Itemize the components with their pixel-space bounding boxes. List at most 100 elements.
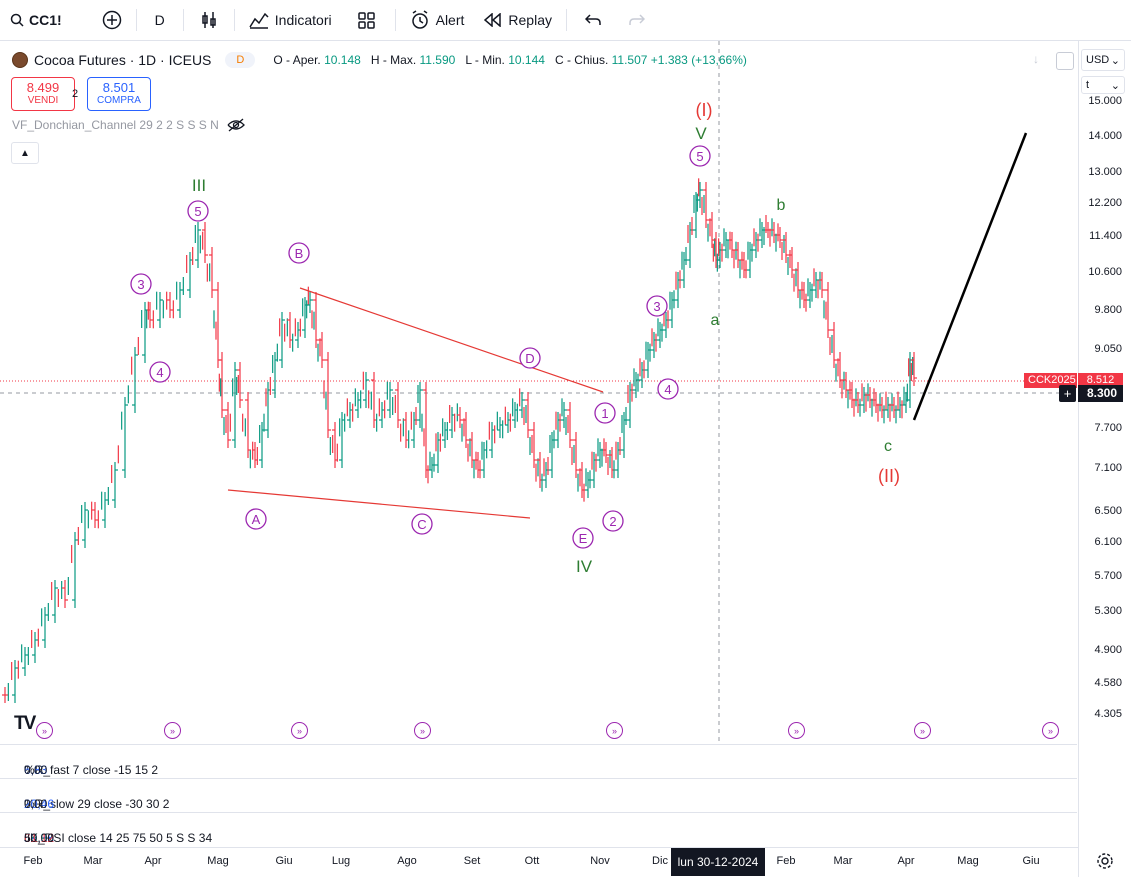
price-tick: 9.050 bbox=[1094, 343, 1122, 355]
month-label: Dic bbox=[652, 855, 668, 867]
wave-label-circle bbox=[519, 347, 541, 369]
wave-label: V bbox=[695, 124, 707, 143]
undo-button[interactable] bbox=[571, 0, 615, 40]
symbol-label: CC1! bbox=[29, 12, 62, 28]
alert-button[interactable]: Alert bbox=[400, 0, 475, 40]
eye-off-icon[interactable] bbox=[227, 118, 245, 132]
trendline bbox=[299, 287, 604, 393]
price-tick: 10.600 bbox=[1088, 266, 1122, 278]
month-label: Mag bbox=[207, 855, 229, 867]
price-axis[interactable]: 15.000 14.000 13.000 12.200 11.400 10.600 9.80… bbox=[1078, 41, 1131, 877]
market-status-badge[interactable]: D bbox=[225, 52, 256, 68]
pane-value: 0,00 bbox=[24, 763, 48, 777]
price-tick: 4.900 bbox=[1094, 644, 1122, 656]
pane-value: 61,12 bbox=[24, 831, 55, 845]
wave-label: 3 bbox=[653, 299, 660, 314]
alert-label: Alert bbox=[435, 12, 465, 28]
price-tick: 7.100 bbox=[1094, 462, 1122, 474]
price-tick: 11.400 bbox=[1089, 230, 1122, 242]
wave-label-circle bbox=[187, 200, 209, 222]
wave-label: A bbox=[252, 512, 261, 527]
trendline bbox=[227, 489, 531, 519]
pane-value: 66,92 bbox=[24, 831, 55, 845]
wave-label-circle bbox=[149, 361, 171, 383]
plus-icon: + bbox=[1063, 386, 1072, 401]
month-label: Mar bbox=[83, 855, 103, 867]
event-marker-icon[interactable]: » bbox=[606, 722, 623, 739]
event-marker-icon[interactable]: » bbox=[36, 722, 53, 739]
redo-button[interactable] bbox=[615, 0, 659, 40]
pane-value: 6,83 bbox=[24, 763, 48, 777]
event-marker-icon[interactable]: » bbox=[291, 722, 308, 739]
alarm-clock-icon bbox=[411, 10, 428, 29]
scroll-down-icon[interactable]: ↓ bbox=[1033, 52, 1039, 66]
grid-icon bbox=[357, 11, 375, 29]
collapse-legend-button[interactable]: ▲ bbox=[11, 142, 39, 164]
month-label: Set bbox=[463, 855, 481, 867]
pane-value: 59,38 bbox=[24, 831, 55, 845]
undo-icon bbox=[585, 14, 601, 25]
wave-label: B bbox=[295, 246, 304, 261]
price-tick: 6.500 bbox=[1094, 505, 1122, 517]
wave-label-circle bbox=[572, 527, 594, 549]
wave-label-circle bbox=[130, 273, 152, 295]
price-tick: 4.305 bbox=[1094, 708, 1122, 720]
candles-icon bbox=[202, 12, 216, 28]
symbol-search[interactable]: CC1! bbox=[0, 0, 72, 40]
interval-label: D bbox=[154, 12, 165, 28]
wave-label: E bbox=[579, 531, 588, 546]
plus-circle-icon bbox=[102, 10, 121, 30]
indicators-button[interactable]: Indicatori bbox=[239, 0, 342, 40]
pane-title: %R_fast 7 close -15 15 2 bbox=[24, 763, 159, 777]
pane-r-fast[interactable]: %R_fast 7 close -15 15 2 6,83 0,00 bbox=[0, 744, 1077, 779]
pane-value: 20,46 bbox=[24, 797, 55, 811]
month-label: Giu bbox=[275, 855, 293, 867]
event-marker-icon[interactable]: » bbox=[414, 722, 431, 739]
pane-title: %R_slow 29 close -30 30 2 bbox=[24, 797, 170, 811]
price-tick: 15.000 bbox=[1088, 95, 1122, 107]
divider bbox=[135, 9, 137, 31]
maximize-icon[interactable] bbox=[1056, 52, 1074, 70]
add-order-button[interactable]: + bbox=[1059, 385, 1076, 402]
pane-r-slow[interactable]: %R_slow 29 close -30 30 2 20,46 0,00 bbox=[0, 778, 1077, 813]
month-label: Feb bbox=[776, 855, 796, 867]
ohlc-values: O - Aper. 10.148 H - Max. 11.590 L - Min… bbox=[273, 53, 747, 67]
buy-button[interactable]: 8.501 COMPRA bbox=[87, 77, 151, 111]
event-marker-icon[interactable]: » bbox=[788, 722, 805, 739]
wave-label: IV bbox=[576, 557, 593, 576]
replay-label: Replay bbox=[508, 12, 552, 28]
chart-type-button[interactable] bbox=[188, 0, 230, 40]
indicator-name: VF_Donchian_Channel 29 2 2 S S S N bbox=[12, 118, 219, 132]
top-toolbar: CC1! D Indicatori Alert Replay bbox=[0, 0, 1131, 41]
wave-label-circle bbox=[602, 510, 624, 532]
pane-title: JK_RSI close 14 25 75 50 5 S S 34 bbox=[24, 831, 213, 845]
replay-button[interactable]: Replay bbox=[474, 0, 562, 40]
wave-label: C bbox=[417, 517, 426, 532]
event-marker-icon[interactable]: » bbox=[1042, 722, 1059, 739]
price-chart[interactable]: 3 4 5 A B C D E 1 2 3 4 5 III IV V (I) (II) a b c bbox=[0, 41, 1077, 744]
search-icon bbox=[10, 13, 24, 27]
pane-jk-rsi[interactable]: JK_RSI close 14 25 75 50 5 S S 34 59,38 … bbox=[0, 812, 1077, 848]
donchian-indicator[interactable]: VF_Donchian_Channel 29 2 2 S S S N bbox=[12, 118, 245, 132]
cocoa-logo-icon bbox=[12, 52, 28, 68]
sell-button[interactable]: 8.499 VENDI bbox=[11, 77, 75, 111]
currency-select[interactable]: USD ⌄ bbox=[1081, 49, 1125, 71]
time-axis[interactable]: Feb Mar Apr Mag Giu Lug Ago Set Ott Nov Dic Feb Mar A… bbox=[0, 847, 1078, 878]
redo-icon bbox=[629, 14, 645, 25]
buy-price: 8.501 bbox=[102, 80, 136, 95]
divider bbox=[566, 9, 567, 31]
spread-value: 2 bbox=[72, 88, 79, 100]
wave-label: 5 bbox=[696, 149, 703, 164]
wave-label: b bbox=[777, 197, 786, 214]
month-label: Mar bbox=[833, 855, 853, 867]
compare-button[interactable] bbox=[72, 0, 132, 40]
unit-select[interactable]: t ⌄ bbox=[1081, 76, 1125, 94]
wave-label: D bbox=[525, 351, 534, 366]
wave-label: a bbox=[711, 312, 720, 329]
event-marker-icon[interactable]: » bbox=[164, 722, 181, 739]
event-marker-icon[interactable]: » bbox=[914, 722, 931, 739]
month-label: Giu bbox=[1022, 855, 1040, 867]
layouts-button[interactable] bbox=[342, 0, 391, 40]
gear-icon[interactable] bbox=[1096, 852, 1114, 870]
interval-button[interactable]: D bbox=[141, 0, 179, 40]
